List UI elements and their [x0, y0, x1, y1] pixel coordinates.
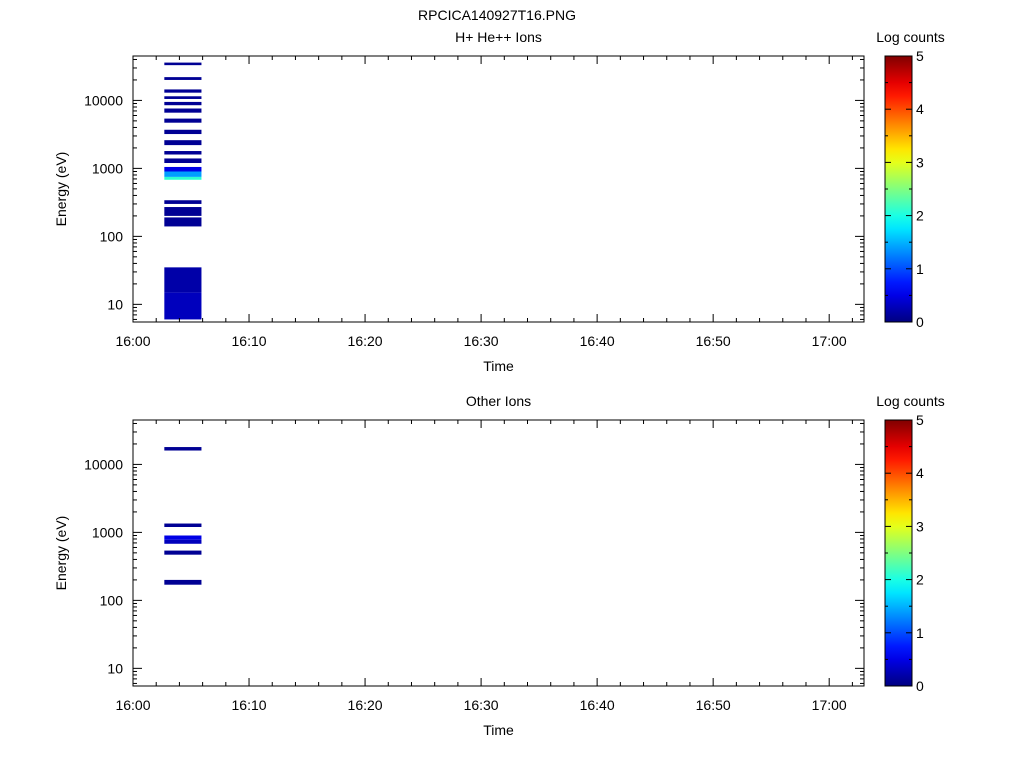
- panel-title: H+ He++ Ions: [455, 29, 542, 45]
- spectrogram-cells: [164, 62, 202, 320]
- heatmap-cell: [164, 579, 202, 585]
- panel-title: Other Ions: [466, 393, 531, 409]
- heatmap-cell: [164, 118, 202, 123]
- heatmap-cell: [164, 129, 202, 135]
- heatmap-cell: [164, 62, 202, 66]
- x-tick-label: 17:00: [812, 697, 847, 713]
- colorbar-tick-label: 5: [916, 412, 924, 428]
- colorbar-tick-label: 2: [916, 572, 924, 588]
- x-tick-label: 16:30: [464, 697, 499, 713]
- x-tick-label: 16:40: [580, 697, 615, 713]
- colorbar-label: Log counts: [876, 393, 945, 409]
- heatmap-cell: [164, 539, 202, 544]
- x-axis-label: Time: [483, 722, 514, 738]
- heatmap-cell: [164, 151, 202, 155]
- x-tick-label: 16:50: [696, 697, 731, 713]
- heatmap-cell: [164, 166, 202, 172]
- plot-frame: [132, 419, 865, 687]
- heatmap-cell: [164, 207, 202, 216]
- panel-2: 16:00 16:10 16:20 16:30 16:40 16:50 17:0010100…: [53, 393, 945, 738]
- y-tick-label: 10000: [84, 92, 123, 108]
- colorbar-tick-label: 3: [916, 154, 924, 170]
- y-tick-label: 100: [100, 228, 124, 244]
- colorbar-tick-label: 5: [916, 48, 924, 64]
- x-axis-label: Time: [483, 358, 514, 374]
- y-tick-label: 10: [107, 660, 123, 676]
- colorbar-tick-label: 3: [916, 518, 924, 534]
- heatmap-cell: [164, 89, 202, 93]
- figure-filename: RPCICA140927T16.PNG: [418, 7, 576, 23]
- colorbar-scale: [884, 419, 913, 687]
- y-tick-label: 100: [100, 592, 124, 608]
- colorbar-tick-label: 0: [916, 678, 924, 694]
- heatmap-cell: [164, 158, 202, 164]
- heatmap-cell: [164, 550, 202, 555]
- heatmap-cell: [164, 292, 202, 320]
- x-tick-label: 16:50: [696, 333, 731, 349]
- colorbar-label: Log counts: [876, 29, 945, 45]
- colorbar-tick-label: 2: [916, 208, 924, 224]
- heatmap-cell: [164, 535, 202, 540]
- colorbar-tick-label: 4: [916, 465, 924, 481]
- x-tick-label: 16:20: [348, 697, 383, 713]
- heatmap-cell: [164, 96, 202, 99]
- colorbar-tick-label: 1: [916, 625, 924, 641]
- x-tick-label: 16:40: [580, 333, 615, 349]
- x-tick-label: 16:10: [232, 333, 267, 349]
- y-tick-label: 10: [107, 296, 123, 312]
- heatmap-cell: [164, 447, 202, 451]
- y-axis-label: Energy (eV): [53, 516, 69, 591]
- colorbar-tick-label: 0: [916, 314, 924, 330]
- colorbar: 0 1 2 3 4 5 Log counts: [876, 393, 945, 694]
- y-axis-label: Energy (eV): [53, 152, 69, 227]
- heatmap-cell: [164, 108, 202, 113]
- x-tick-label: 16:10: [232, 697, 267, 713]
- x-tick-label: 16:20: [348, 333, 383, 349]
- x-tick-label: 16:00: [115, 697, 150, 713]
- spectrogram-cells: [164, 447, 202, 585]
- heatmap-cell: [164, 140, 202, 146]
- colorbar: 0 1 2 3 4 5 Log counts: [876, 29, 945, 330]
- heatmap-cell: [164, 523, 202, 528]
- plot-frame: [132, 55, 865, 323]
- heatmap-cell: [164, 200, 202, 204]
- colorbar-tick-label: 1: [916, 261, 924, 277]
- heatmap-cell: [164, 217, 202, 227]
- x-tick-label: 16:00: [115, 333, 150, 349]
- x-tick-label: 17:00: [812, 333, 847, 349]
- y-tick-label: 1000: [92, 524, 123, 540]
- heatmap-cell: [164, 77, 202, 80]
- x-tick-label: 16:30: [464, 333, 499, 349]
- heatmap-cell: [164, 176, 202, 180]
- colorbar-scale: [884, 55, 913, 323]
- heatmap-cell: [164, 267, 202, 293]
- heatmap-cell: [164, 171, 202, 177]
- heatmap-cell: [164, 101, 202, 106]
- y-tick-label: 1000: [92, 160, 123, 176]
- y-tick-label: 10000: [84, 456, 123, 472]
- colorbar-tick-label: 4: [916, 101, 924, 117]
- panel-1: 16:00 16:10 16:20 16:30 16:40 16:50 17:0010100…: [53, 29, 945, 374]
